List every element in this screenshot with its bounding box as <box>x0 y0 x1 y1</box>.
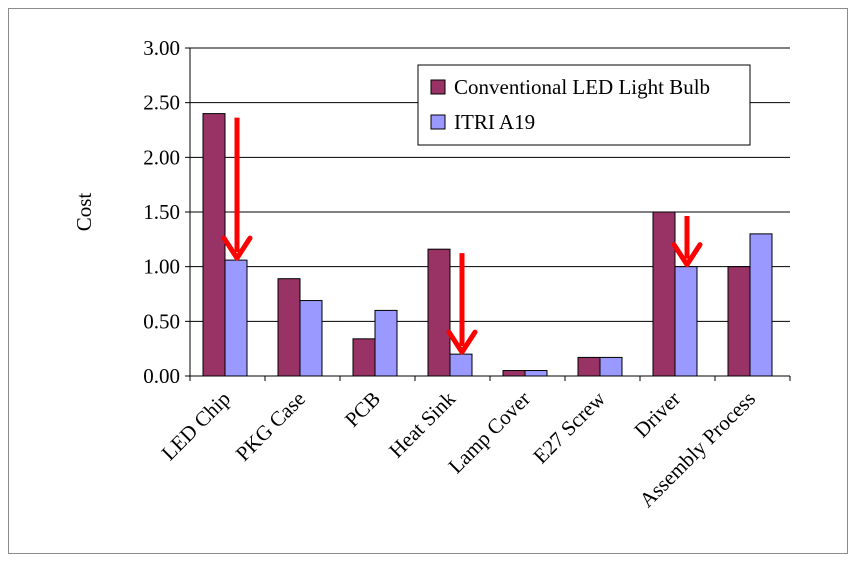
bar <box>727 266 751 377</box>
bar <box>299 300 323 377</box>
legend-box <box>417 64 751 146</box>
arrow-head <box>446 329 478 355</box>
y-tick-label: 3.00 <box>143 36 180 60</box>
y-tick-labels: 0.00 0.50 1.00 1.50 2.00 2.50 3.00 <box>143 36 190 388</box>
bar <box>577 356 601 377</box>
legend: Conventional LED Light Bulb ITRI A19 <box>417 64 751 146</box>
y-tick-label: 0.50 <box>143 309 180 333</box>
arrow-head <box>671 242 703 268</box>
legend-swatch-itri <box>430 114 446 130</box>
y-tick-label: 0.00 <box>143 364 180 388</box>
bar <box>352 338 376 377</box>
bar <box>277 278 301 377</box>
bar <box>674 266 698 377</box>
bar-chart: 0.00 0.50 1.00 1.50 2.00 2.50 3.00 LED ChipPKG… <box>72 36 791 512</box>
x-tick-label: Driver <box>629 387 685 443</box>
x-tick-label: E27 Screw <box>528 386 610 468</box>
chart-frame: 0.00 0.50 1.00 1.50 2.00 2.50 3.00 LED Chip PKG… <box>8 8 848 554</box>
y-tick-label: 1.50 <box>143 200 180 224</box>
bar <box>502 370 526 377</box>
y-tick-label: 2.50 <box>143 91 180 115</box>
y-tick-label: 1.00 <box>143 255 180 279</box>
y-tick-label: 2.00 <box>143 145 180 169</box>
bar <box>524 370 548 377</box>
bar <box>224 259 248 377</box>
bar <box>427 248 451 377</box>
bars <box>202 113 773 377</box>
bar <box>449 353 473 377</box>
x-tick-label: Heat Sink <box>384 386 460 462</box>
x-tick-label: PCB <box>340 387 385 432</box>
x-tick-label: Lamp Cover <box>443 387 535 479</box>
legend-swatch-conventional <box>430 79 446 95</box>
x-tick-label: LED Chip <box>157 387 235 465</box>
x-tick-label: PKG Case <box>231 387 310 466</box>
bar <box>599 356 623 377</box>
annotation-arrows <box>221 117 703 355</box>
arrow-head <box>221 235 253 261</box>
bar <box>374 309 398 377</box>
bar <box>202 113 226 377</box>
bar <box>749 233 773 377</box>
bar <box>652 211 676 377</box>
legend-label-conventional: Conventional LED Light Bulb <box>454 75 710 99</box>
y-axis-label: Cost <box>72 193 96 232</box>
legend-label-itri: ITRI A19 <box>454 110 535 134</box>
